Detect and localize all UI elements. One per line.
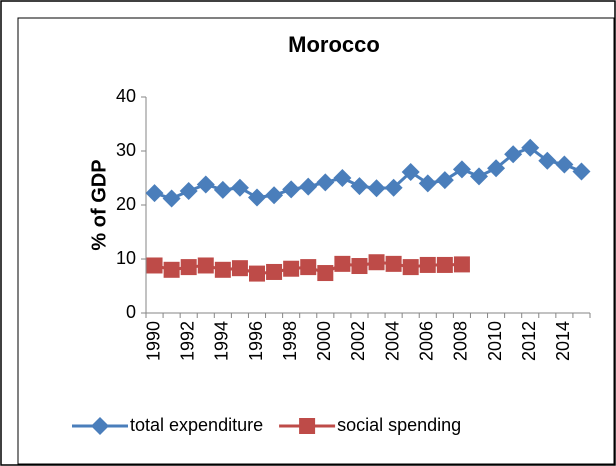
marker: [282, 180, 301, 199]
chart-frame: [17, 17, 615, 465]
marker: [367, 179, 386, 198]
x-tick-label: 1998: [280, 321, 300, 361]
marker: [231, 260, 248, 277]
chart-title: Morocco: [288, 32, 380, 57]
marker: [402, 259, 419, 276]
marker: [351, 258, 368, 275]
x-tick-label: 1990: [143, 321, 163, 361]
marker: [435, 171, 454, 190]
marker: [419, 256, 436, 273]
marker: [146, 257, 163, 274]
marker: [145, 184, 164, 203]
marker: [333, 169, 352, 187]
marker: [265, 186, 284, 205]
y-tick-label: 20: [116, 194, 136, 214]
y-tick-label: 0: [126, 302, 136, 322]
marker: [214, 261, 231, 278]
x-tick-label: 2010: [485, 321, 505, 361]
marker: [504, 145, 523, 164]
x-tick-label: 1996: [246, 321, 266, 361]
x-tick-label: 1992: [177, 321, 197, 361]
y-tick-label: 40: [116, 86, 136, 106]
legend-label: total expenditure: [130, 415, 263, 435]
marker: [213, 180, 232, 199]
x-tick-label: 2002: [348, 321, 368, 361]
legend-label: social spending: [337, 415, 461, 435]
marker: [384, 178, 403, 197]
marker: [487, 159, 506, 178]
marker: [334, 255, 351, 272]
marker: [555, 155, 574, 174]
marker: [385, 255, 402, 272]
x-tick-label: 2008: [451, 321, 471, 361]
marker: [163, 261, 180, 278]
marker: [401, 163, 420, 182]
marker: [436, 256, 453, 273]
marker: [283, 260, 300, 277]
marker: [162, 189, 181, 208]
marker: [230, 178, 249, 197]
marker: [196, 175, 215, 194]
x-tick-label: 2006: [417, 321, 437, 361]
marker: [538, 151, 557, 170]
marker: [470, 167, 488, 186]
marker: [572, 162, 591, 181]
x-tick-label: 2004: [382, 321, 402, 361]
marker: [317, 265, 334, 282]
legend-marker: [91, 417, 109, 435]
marker: [299, 177, 318, 196]
marker: [350, 177, 369, 196]
legend-marker: [299, 418, 316, 434]
y-axis-label: % of GDP: [88, 159, 110, 250]
y-tick-label: 30: [116, 140, 136, 160]
marker: [179, 181, 198, 200]
marker: [316, 173, 335, 192]
marker: [418, 174, 437, 193]
x-tick-label: 2014: [553, 321, 573, 361]
marker: [266, 263, 283, 280]
marker: [452, 160, 471, 179]
marker: [521, 138, 540, 157]
x-tick-label: 2012: [519, 321, 539, 361]
marker: [248, 188, 266, 207]
marker: [368, 254, 385, 271]
marker: [249, 265, 265, 282]
y-tick-label: 10: [116, 248, 136, 268]
marker: [300, 259, 317, 276]
marker: [453, 256, 470, 273]
marker: [180, 259, 197, 276]
marker: [197, 257, 214, 274]
x-tick-label: 1994: [212, 321, 232, 361]
x-tick-label: 2000: [314, 321, 334, 361]
